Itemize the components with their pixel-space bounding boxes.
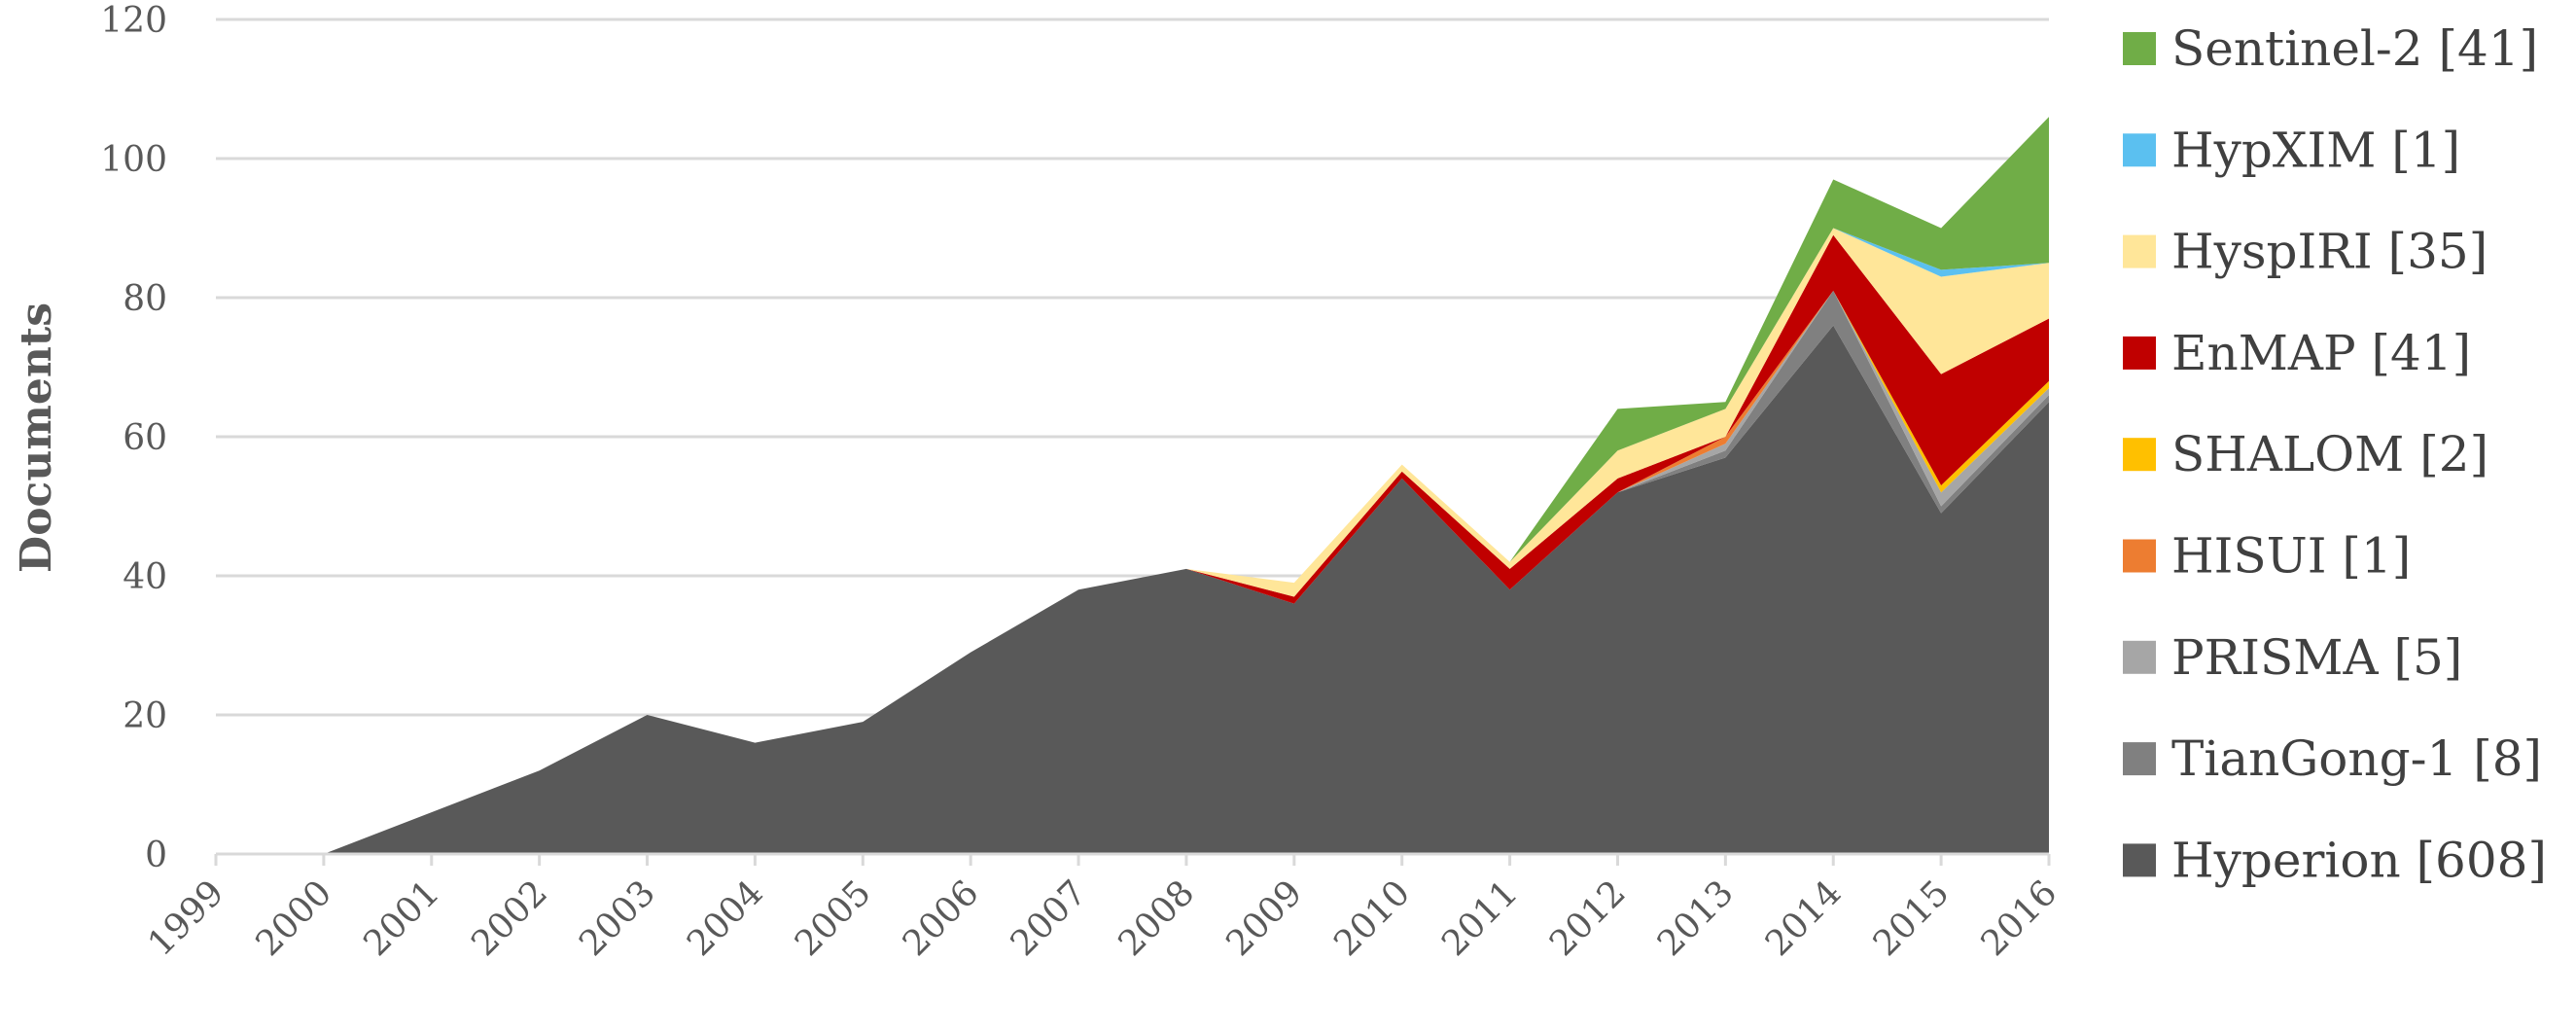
y-axis-label: Documents — [12, 302, 61, 573]
legend-label: Hyperion [608] — [2171, 832, 2547, 888]
y-tick-label: 120 — [100, 1, 167, 41]
legend-swatch — [2123, 32, 2156, 65]
y-tick-label: 0 — [145, 836, 167, 875]
x-tick-label: 2003 — [572, 872, 663, 964]
legend-label: SHALOM [2] — [2171, 426, 2488, 482]
legend-label: Sentinel-2 [41] — [2171, 20, 2538, 77]
x-tick-label: 2010 — [1326, 872, 1418, 964]
y-tick-label: 100 — [100, 140, 167, 180]
legend-swatch — [2123, 539, 2156, 573]
series-areas — [216, 117, 2049, 855]
legend-label: HISUI [1] — [2171, 528, 2411, 585]
x-tick-label: 2002 — [464, 872, 555, 964]
legend-swatch — [2123, 843, 2156, 877]
legend-swatch — [2123, 438, 2156, 472]
legend-label: EnMAP [41] — [2171, 325, 2471, 381]
legend-swatch — [2123, 640, 2156, 674]
x-tick-label: 2007 — [1004, 872, 1095, 964]
x-tick-label: 2008 — [1112, 872, 1203, 964]
y-tick-label: 20 — [123, 696, 167, 736]
x-tick-label: 2015 — [1866, 872, 1958, 964]
legend-swatch — [2123, 133, 2156, 167]
x-tick-label: 2016 — [1974, 872, 2065, 964]
x-tick-label: 2014 — [1758, 872, 1850, 964]
legend-swatch — [2123, 742, 2156, 776]
legend-label: PRISMA [5] — [2171, 629, 2462, 686]
legend-label: HyspIRI [35] — [2171, 224, 2488, 280]
x-tick-label: 2006 — [896, 872, 987, 964]
legend-swatch — [2123, 336, 2156, 370]
legend-label: TianGong-1 [8] — [2171, 730, 2542, 787]
x-tick-label: 2009 — [1218, 872, 1310, 964]
legend-swatch — [2123, 234, 2156, 268]
x-tick-label: 2005 — [788, 872, 879, 964]
x-tick-label: 2001 — [356, 872, 447, 964]
legend: Sentinel-2 [41] HypXIM [1] HyspIRI [35] EnM… — [2123, 20, 2547, 888]
x-tick-label: 2013 — [1650, 872, 1742, 964]
x-tick-label: 2000 — [248, 872, 339, 964]
y-tick-label: 60 — [123, 418, 167, 458]
x-tick-label: 2011 — [1434, 872, 1526, 964]
x-tick-label: 2004 — [680, 872, 771, 964]
x-tick-label: 1999 — [141, 872, 232, 964]
area-hyperion — [216, 325, 2049, 855]
x-axis: 1999 2000 2001 2002 2003 2004 2005 2006 2007 2008… — [141, 852, 2065, 964]
x-tick-label: 2012 — [1542, 872, 1634, 964]
gridlines — [216, 18, 2049, 856]
area-enmap — [216, 234, 2049, 854]
legend-label: HypXIM [1] — [2171, 122, 2460, 178]
y-axis: 0 20 40 60 80 100 120 — [100, 1, 167, 875]
y-tick-label: 80 — [123, 279, 167, 319]
y-tick-label: 40 — [123, 557, 167, 597]
